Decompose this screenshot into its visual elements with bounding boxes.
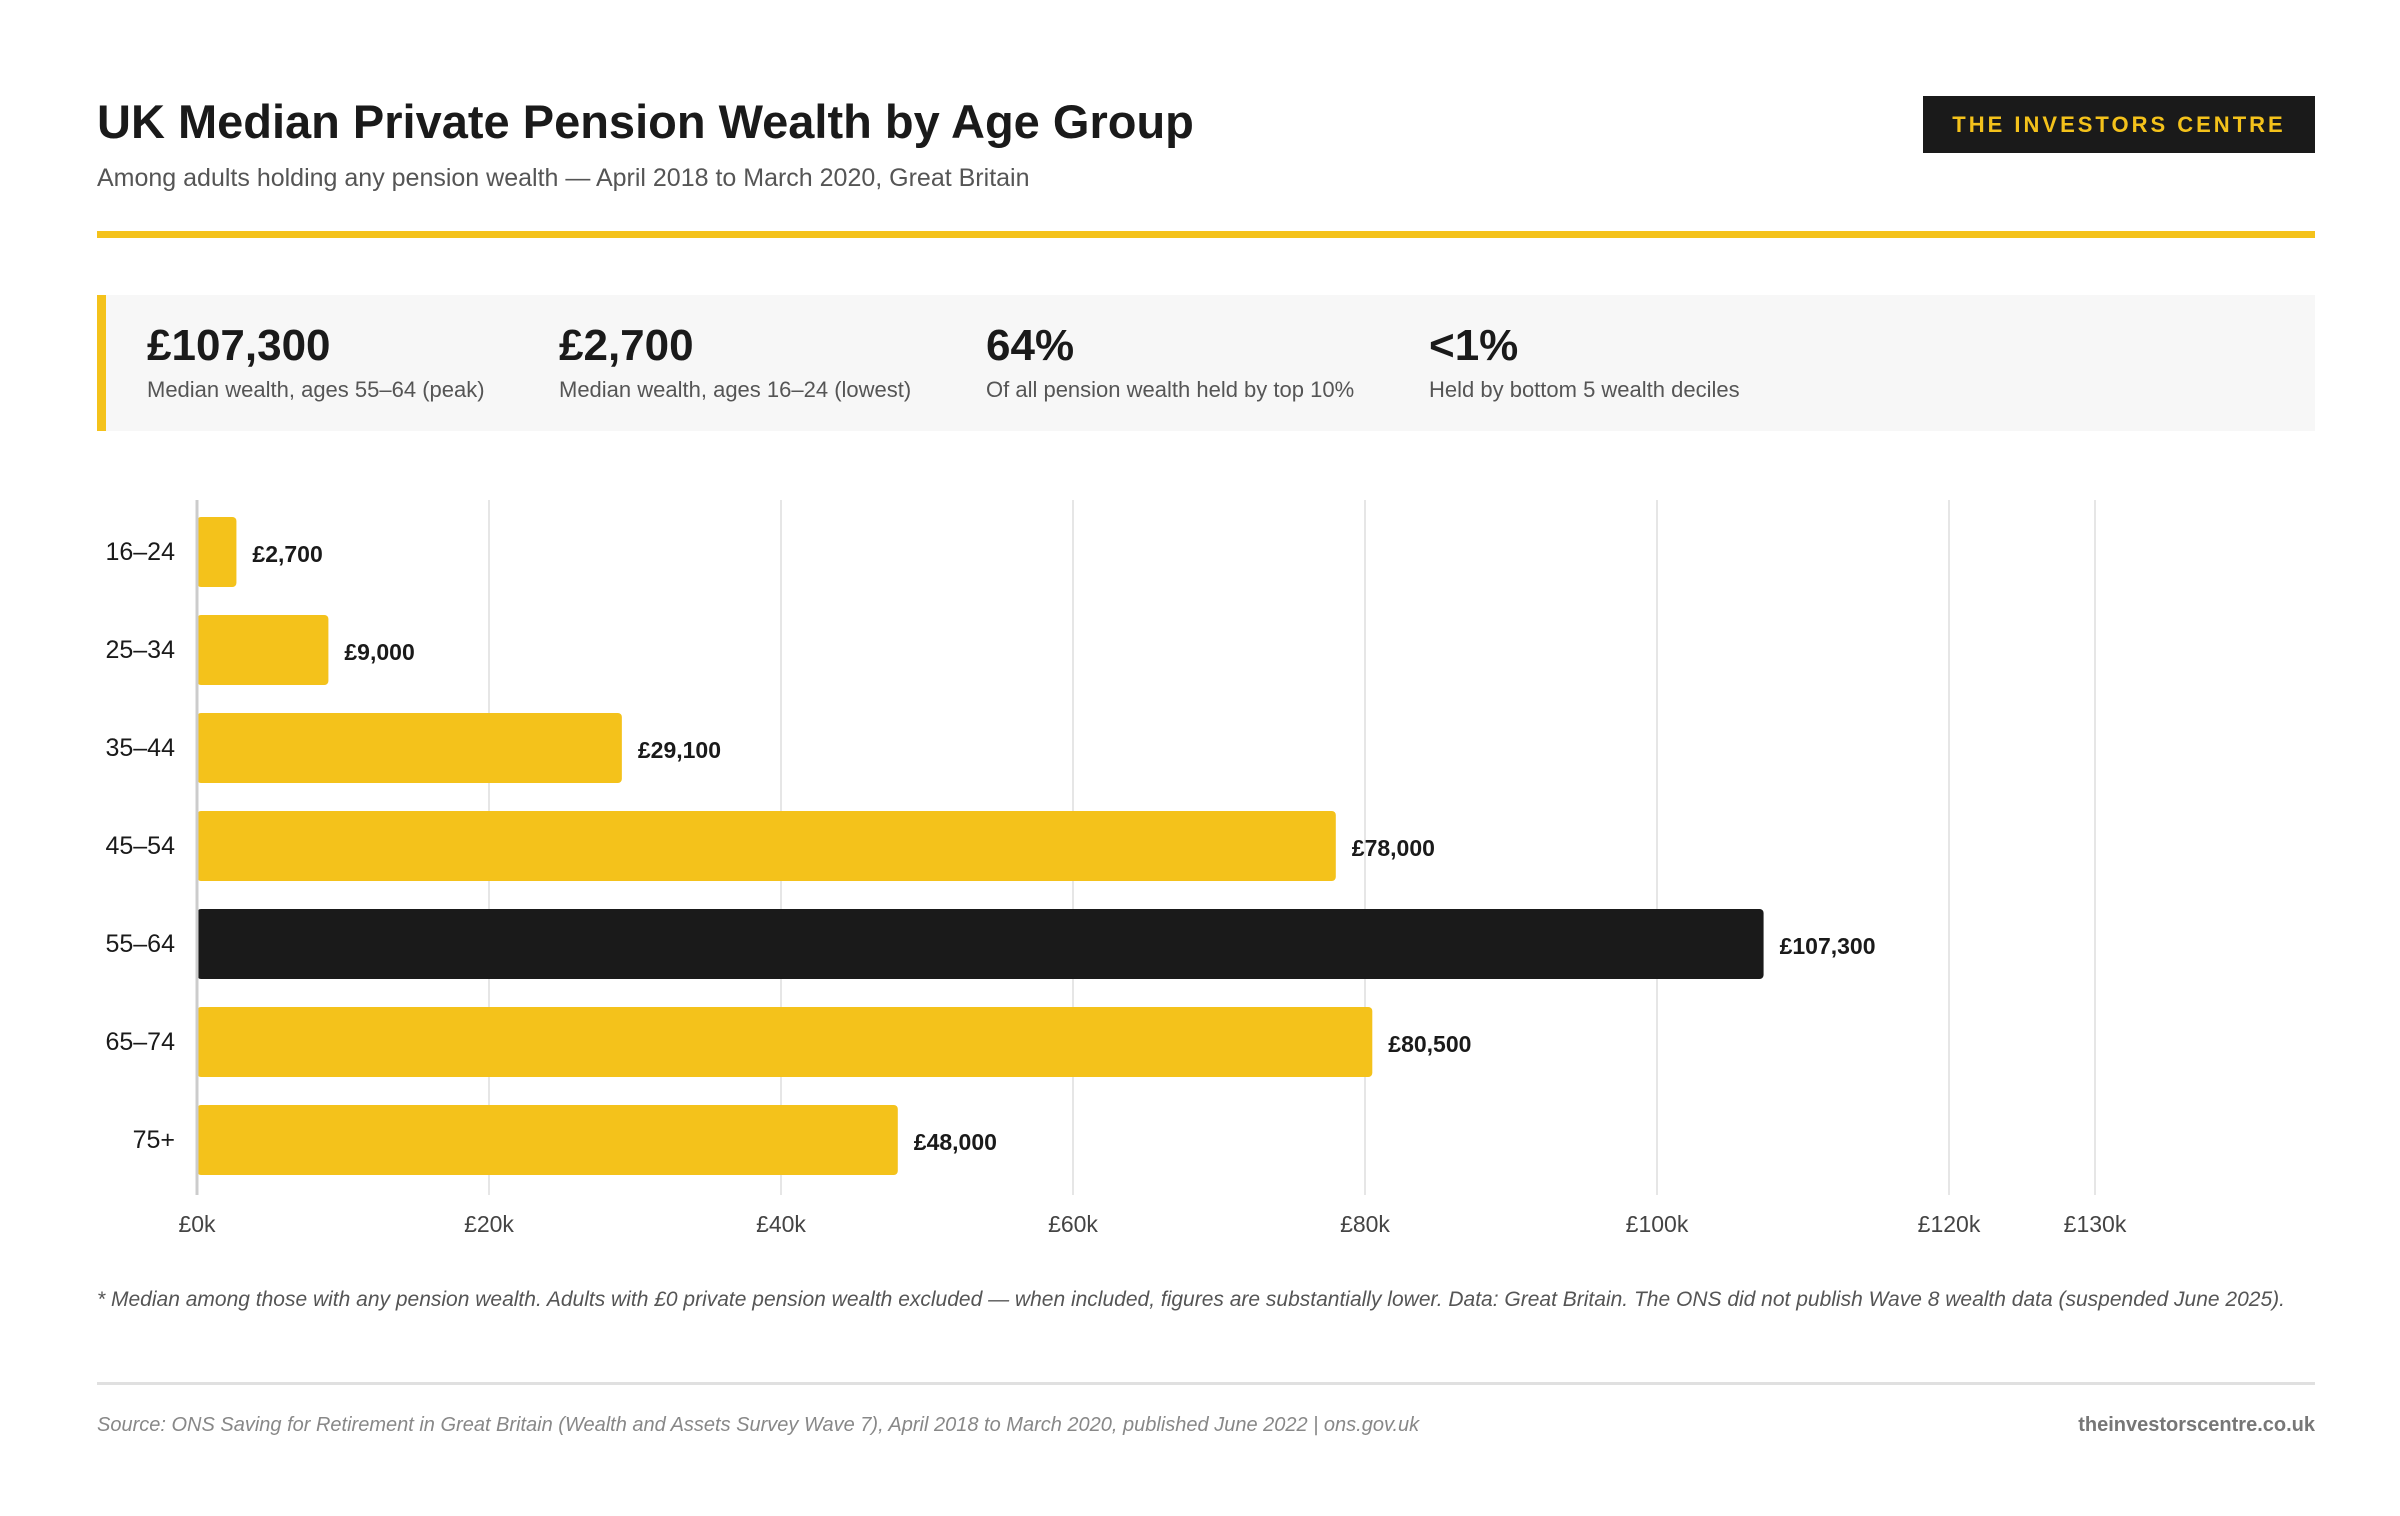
source-note: Source: ONS Saving for Retirement in Gre… [97, 1414, 1420, 1436]
stat-bottom-deciles: <1% Held by bottom 5 wealth deciles [1429, 321, 1740, 403]
stat-value: <1% [1429, 321, 1519, 370]
bar [197, 713, 622, 783]
bar-value-label: £2,700 [252, 541, 322, 567]
page-title: UK Median Private Pension Wealth by Age … [97, 95, 1194, 148]
site-link[interactable]: theinvestorscentre.co.uk [2078, 1414, 2315, 1436]
x-tick-label: £120k [1918, 1211, 1981, 1237]
x-tick-label: £130k [2064, 1211, 2127, 1237]
bar-value-label: £80,500 [1388, 1031, 1471, 1057]
stat-peak: £107,300 Median wealth, ages 55–64 (peak… [147, 321, 485, 403]
bar-value-label: £29,100 [638, 737, 721, 763]
stat-label: Held by bottom 5 wealth deciles [1429, 377, 1740, 402]
chart-header: UK Median Private Pension Wealth by Age … [97, 94, 2315, 154]
stat-label: Of all pension wealth held by top 10% [986, 377, 1355, 402]
y-category-label: 55–64 [105, 930, 175, 958]
y-category-label: 65–74 [105, 1028, 175, 1056]
bar [197, 615, 329, 685]
bar-value-label: £48,000 [914, 1129, 997, 1155]
footnote: * Median among those with any pension we… [97, 1288, 2285, 1311]
bar-value-label: £78,000 [1352, 835, 1435, 861]
x-tick-label: £100k [1626, 1211, 1689, 1237]
footer-divider [97, 1382, 2315, 1385]
x-tick-label: £60k [1048, 1211, 1098, 1237]
header-divider [97, 231, 2315, 238]
y-category-label: 16–24 [105, 538, 175, 566]
page-subtitle: Among adults holding any pension wealth … [97, 164, 1030, 192]
bar [197, 811, 1336, 881]
bar-chart-svg: £0k £20k £40k £60k £80k £100k £120k £130k 16–24 £… [105, 500, 2127, 1237]
stat-value: 64% [986, 321, 1075, 370]
x-tick-label: £20k [464, 1211, 514, 1237]
x-tick-label: £80k [1340, 1211, 1390, 1237]
x-tick-label: £0k [178, 1211, 216, 1237]
x-tick-label: £40k [756, 1211, 806, 1237]
stat-lowest: £2,700 Median wealth, ages 16–24 (lowest… [559, 321, 911, 403]
bar [197, 1007, 1373, 1077]
y-category-label: 45–54 [105, 832, 175, 860]
brand-badge: THE INVESTORS CENTRE [1923, 96, 2315, 153]
y-category-label: 75+ [133, 1126, 175, 1154]
stat-label: Median wealth, ages 55–64 (peak) [147, 377, 485, 402]
stat-label: Median wealth, ages 16–24 (lowest) [559, 377, 912, 402]
bar [197, 1105, 898, 1175]
stat-top-decile: 64% Of all pension wealth held by top 10… [986, 321, 1354, 403]
stat-value: £107,300 [147, 321, 331, 370]
stats-panel: £107,300 Median wealth, ages 55–64 (peak… [97, 295, 2315, 431]
y-category-label: 35–44 [105, 734, 175, 762]
stat-value: £2,700 [559, 321, 694, 370]
bar-value-label: £107,300 [1780, 933, 1876, 959]
bar-chart: £0k £20k £40k £60k £80k £100k £120k £130k 16–24 £… [0, 480, 2400, 1250]
bar [197, 517, 237, 587]
bar-value-label: £9,000 [344, 639, 414, 665]
bar [197, 909, 1764, 979]
y-category-label: 25–34 [105, 636, 175, 664]
